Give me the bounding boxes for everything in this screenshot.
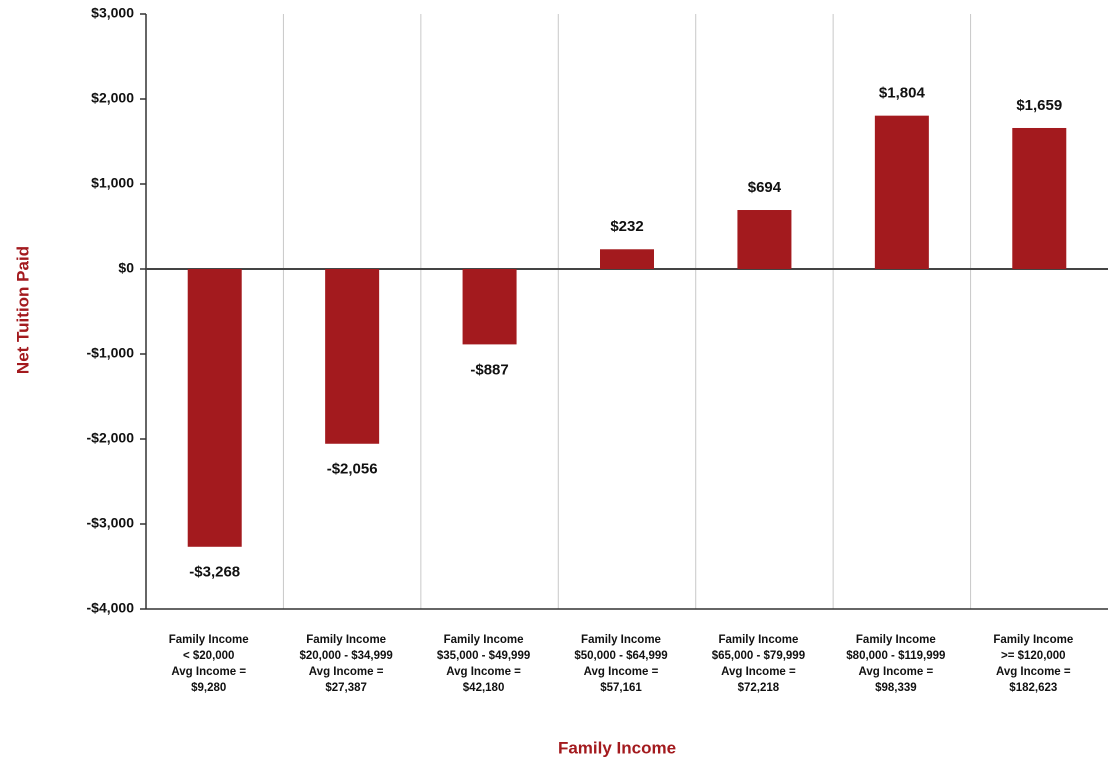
x-tick-label: Avg Income = — [996, 666, 1071, 678]
bar — [600, 249, 654, 269]
x-tick-label: Avg Income = — [584, 666, 659, 678]
x-tick-label: $42,180 — [463, 682, 505, 694]
x-tick-label: $72,218 — [738, 682, 780, 694]
x-tick-label: Family Income — [856, 634, 936, 646]
x-tick-label: < $20,000 — [183, 650, 234, 662]
x-tick-label: $20,000 - $34,999 — [299, 650, 392, 662]
value-label: -$887 — [470, 361, 508, 378]
value-label: $232 — [610, 218, 643, 235]
y-tick-label: -$4,000 — [87, 600, 135, 616]
x-tick-label: $98,339 — [875, 682, 917, 694]
x-tick-label: $65,000 - $79,999 — [712, 650, 805, 662]
y-tick-label: $3,000 — [91, 5, 134, 21]
x-tick-label: Avg Income = — [859, 666, 934, 678]
x-tick-label: Family Income — [718, 634, 798, 646]
x-tick-label: $182,623 — [1009, 682, 1057, 694]
x-tick-label: $50,000 - $64,999 — [574, 650, 667, 662]
x-axis-title: Family Income — [558, 738, 676, 757]
x-tick-label: Family Income — [306, 634, 386, 646]
y-tick-label: $0 — [118, 260, 134, 276]
x-tick-label: $57,161 — [600, 682, 642, 694]
x-tick-label: $27,387 — [325, 682, 367, 694]
x-tick-label: Family Income — [993, 634, 1073, 646]
x-tick-label: $9,280 — [191, 682, 226, 694]
x-tick-label: >= $120,000 — [1001, 650, 1066, 662]
y-axis-title: Net Tuition Paid — [13, 246, 32, 374]
x-tick-label: Avg Income = — [721, 666, 796, 678]
value-label: $1,804 — [879, 85, 926, 102]
y-tick-label: -$3,000 — [87, 515, 135, 531]
value-label: $694 — [748, 179, 782, 196]
x-tick-label: Avg Income = — [446, 666, 521, 678]
x-tick-label: Family Income — [169, 634, 249, 646]
x-tick-label: Family Income — [581, 634, 661, 646]
y-tick-label: $2,000 — [91, 90, 134, 106]
bar — [1012, 127, 1067, 269]
x-tick-label: Avg Income = — [309, 666, 384, 678]
bar — [187, 269, 242, 547]
y-tick-label: -$1,000 — [87, 345, 135, 361]
x-tick-label: Avg Income = — [171, 666, 246, 678]
bar — [737, 210, 792, 269]
value-label: -$2,056 — [327, 461, 378, 478]
y-tick-label: $1,000 — [91, 175, 134, 191]
x-tick-label: $80,000 - $119,999 — [846, 650, 945, 662]
value-label: -$3,268 — [189, 564, 240, 581]
value-label: $1,659 — [1016, 97, 1062, 114]
x-tick-label: $35,000 - $49,999 — [437, 650, 530, 662]
x-tick-label: Family Income — [444, 634, 524, 646]
bar — [874, 115, 929, 269]
bar — [462, 269, 517, 345]
y-tick-label: -$2,000 — [87, 430, 135, 446]
bar — [325, 269, 380, 444]
